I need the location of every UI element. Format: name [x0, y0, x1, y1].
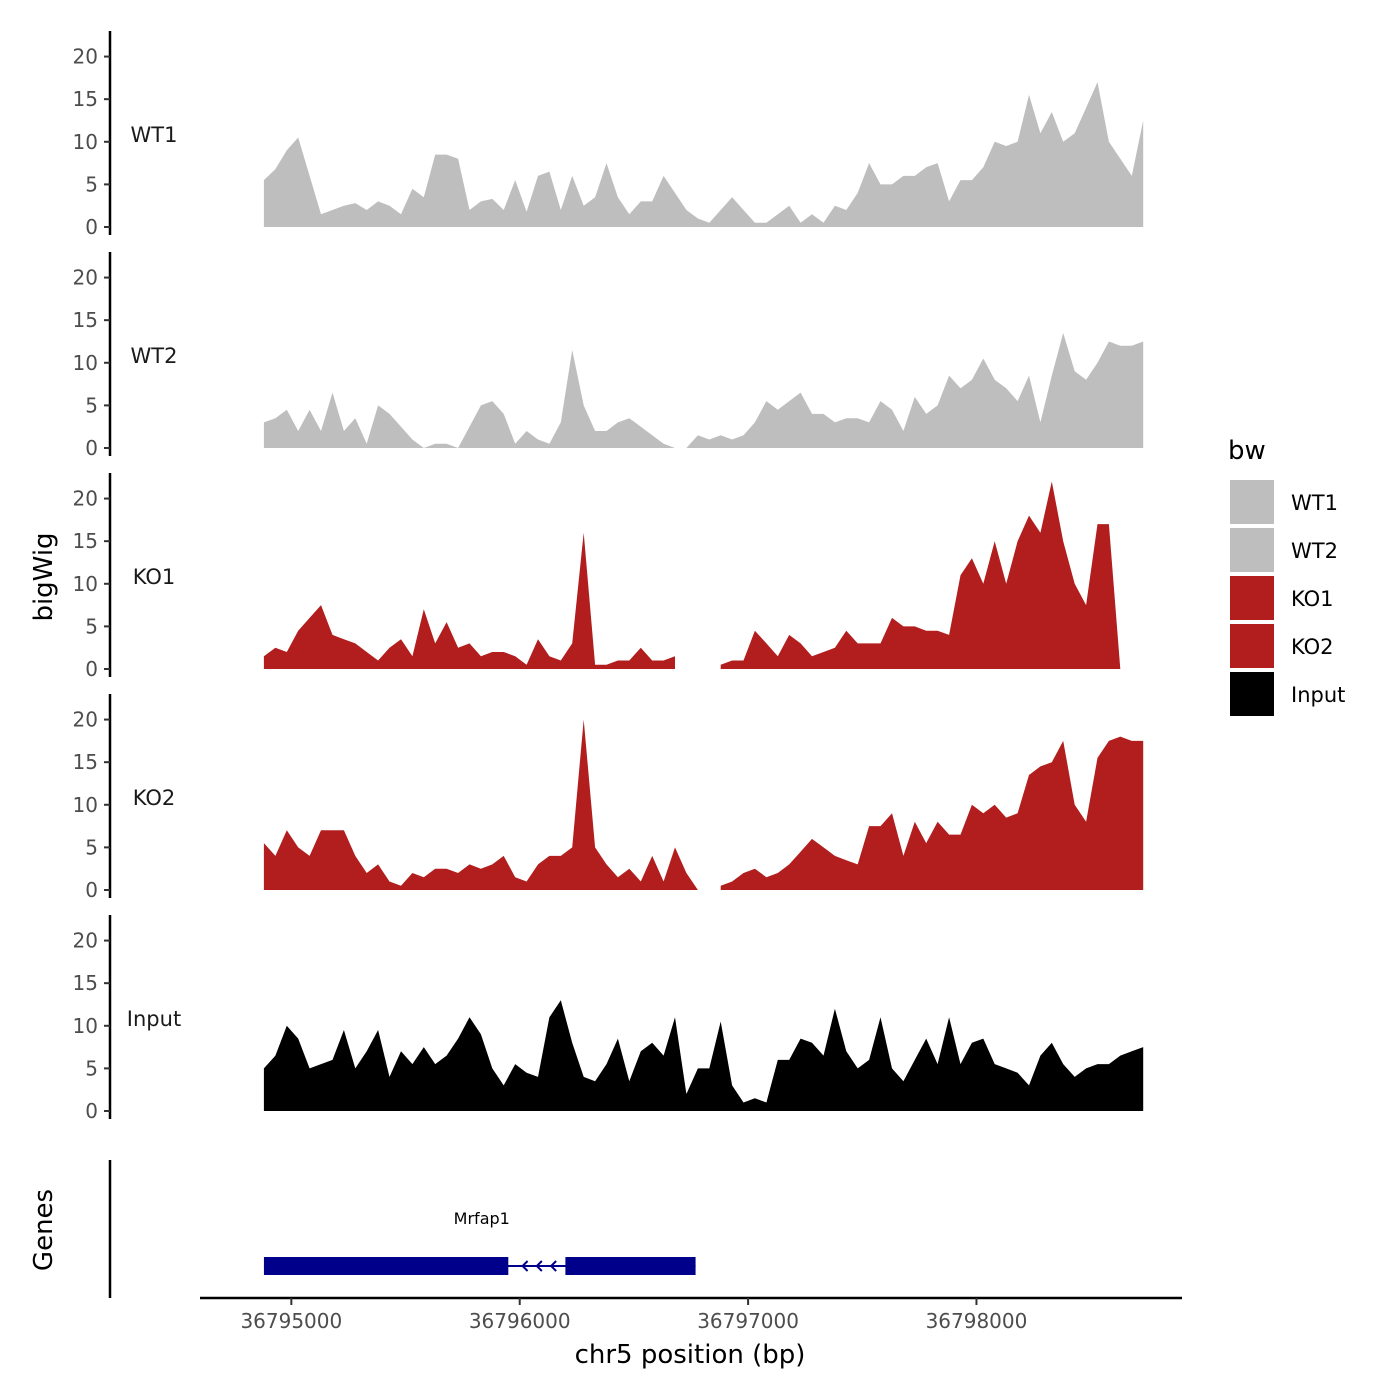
legend-swatch: [1230, 672, 1274, 716]
y-tick-label: 20: [73, 266, 98, 290]
y-tick-label: 20: [73, 45, 98, 69]
track-label-input: Input: [127, 1007, 181, 1031]
y-tick-label: 10: [73, 793, 98, 817]
y-tick-label: 5: [85, 393, 98, 417]
area-ko2: [720, 736, 1144, 890]
y-tick-label: 5: [85, 172, 98, 196]
area-ko2: [263, 719, 698, 890]
legend-item-wt1: WT1: [1230, 480, 1338, 524]
y-tick-label: 15: [73, 529, 98, 553]
legend-label: WT2: [1291, 539, 1338, 563]
track-panel-wt2: 0 5 10 15 20 WT2: [73, 252, 1144, 460]
area-ko1: [263, 532, 675, 669]
legend-item-input: Input: [1230, 672, 1345, 716]
legend-swatch: [1230, 576, 1274, 620]
x-axis: 36795000 36796000 36797000 36798000: [200, 1296, 1182, 1333]
y-tick-label: 20: [73, 487, 98, 511]
legend-swatch: [1230, 624, 1274, 668]
track-panel-wt1: 0 5 10 15 20 WT1: [73, 31, 1144, 239]
gene-exon: [565, 1257, 696, 1275]
y-tick-label: 5: [85, 835, 98, 859]
y-tick-label: 0: [85, 657, 98, 681]
track-panel-ko2: 0 5 10 15 20 KO2: [73, 694, 1144, 902]
y-tick-label: 0: [85, 436, 98, 460]
x-axis-title: chr5 position (bp): [575, 1340, 806, 1370]
legend-item-ko2: KO2: [1230, 624, 1334, 668]
gene-exon: [263, 1257, 509, 1275]
y-tick-label: 15: [73, 87, 98, 111]
track-panel-ko1: 0 5 10 15 20 KO1: [73, 473, 1121, 681]
x-tick-label: 36796000: [469, 1309, 571, 1333]
track-label-ko2: KO2: [133, 786, 176, 810]
strand-arrow: [549, 1260, 557, 1272]
x-tick-label: 36795000: [240, 1309, 342, 1333]
y-tick-label: 15: [73, 971, 98, 995]
track-panel-input: 0 5 10 15 20 Input: [73, 915, 1144, 1123]
track-panels: 0 5 10 15 20 WT1 0 5 10 15 20 WT2 0 5 10 15 20 KO1 0 5 10 15 2…: [73, 31, 1144, 1123]
y-tick-label: 15: [73, 750, 98, 774]
y-tick-label: 10: [73, 572, 98, 596]
area-wt2: [263, 333, 1144, 448]
legend: bw WT1 WT2 KO1 KO2 Input: [1228, 436, 1345, 716]
y-tick-label: 10: [73, 351, 98, 375]
track-label-ko1: KO1: [133, 565, 176, 589]
area-wt1: [263, 82, 1144, 227]
legend-label: WT1: [1291, 491, 1338, 515]
area-ko1: [720, 481, 1121, 669]
track-label-wt1: WT1: [131, 123, 178, 147]
track-label-wt2: WT2: [131, 344, 178, 368]
x-tick-label: 36798000: [926, 1309, 1028, 1333]
x-tick-label: 36797000: [697, 1309, 799, 1333]
y-tick-label: 15: [73, 308, 98, 332]
legend-item-wt2: WT2: [1230, 528, 1338, 572]
legend-title: bw: [1228, 436, 1266, 466]
y-tick-label: 5: [85, 614, 98, 638]
legend-swatch: [1230, 480, 1274, 524]
y-tick-label: 20: [73, 929, 98, 953]
y-tick-label: 10: [73, 130, 98, 154]
legend-swatch: [1230, 528, 1274, 572]
y-tick-label: 10: [73, 1014, 98, 1038]
strand-arrow: [521, 1260, 529, 1272]
legend-label: KO1: [1291, 587, 1334, 611]
y-tick-label: 0: [85, 878, 98, 902]
y-tick-label: 20: [73, 708, 98, 732]
legend-label: Input: [1291, 683, 1345, 707]
legend-label: KO2: [1291, 635, 1334, 659]
y-tick-label: 0: [85, 1099, 98, 1123]
area-input: [263, 1000, 1144, 1111]
gene-track: Mrfap1: [108, 1160, 696, 1298]
y-tick-label: 5: [85, 1056, 98, 1080]
gene-mrfap1: Mrfap1: [263, 1209, 696, 1275]
gene-label: Mrfap1: [454, 1209, 510, 1228]
y-axis-title: bigWig: [29, 532, 59, 621]
y-tick-label: 0: [85, 215, 98, 239]
legend-item-ko1: KO1: [1230, 576, 1334, 620]
strand-arrow: [535, 1260, 543, 1272]
genes-axis-title: Genes: [29, 1189, 59, 1271]
